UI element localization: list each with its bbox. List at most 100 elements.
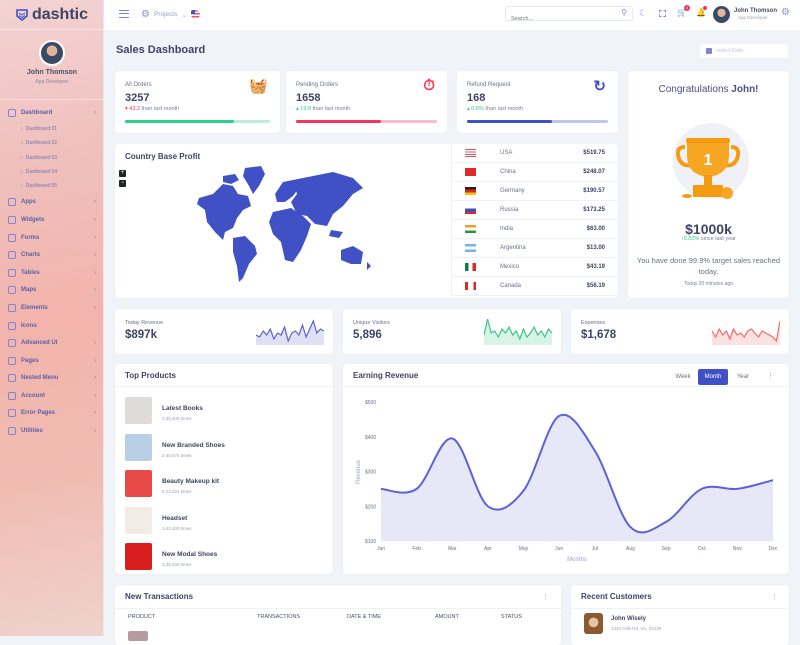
user-profile: John Thomson App Developer [0, 30, 104, 100]
x-tick-label: Jul [592, 546, 598, 552]
y-tick-label: $200 [365, 504, 376, 510]
congrats-message: You have done 99.9% target sales reached… [636, 255, 781, 277]
sidebar-item-icons[interactable]: Icons [0, 317, 104, 335]
country-row[interactable]: Russia$173.25 [452, 201, 618, 220]
settings-gear-icon[interactable]: ⚙ [781, 7, 790, 18]
world-map[interactable] [193, 166, 373, 284]
sidebar-item-widgets[interactable]: Widgets› [0, 211, 104, 229]
sidebar-item-maps[interactable]: Maps› [0, 282, 104, 300]
y-tick-label: $100 [365, 539, 376, 545]
sidebar-item-advanced-ui[interactable]: Advanced UI› [0, 334, 104, 352]
column-header[interactable]: STATUS [501, 614, 522, 620]
flag-canada-icon [465, 282, 476, 290]
fullscreen-icon[interactable] [659, 10, 666, 17]
zoom-out-button[interactable]: − [119, 180, 126, 187]
more-options-icon[interactable]: ⋮ [542, 593, 549, 601]
country-value: $173.25 [583, 207, 605, 213]
stat-progress-bar [296, 120, 437, 123]
column-header[interactable]: DATE & TIME [347, 614, 381, 620]
customer-name[interactable]: John Wisely [611, 616, 646, 622]
avatar[interactable] [39, 40, 65, 66]
sidebar-item-dashboard[interactable]: Dashboard› [0, 104, 104, 122]
calendar-icon [706, 48, 712, 54]
sidebar-subitem[interactable]: Dashboard 02 [0, 136, 104, 150]
product-thumbnail [125, 397, 152, 424]
mini-stat-card: Expenses $1,678 [571, 309, 789, 354]
sidebar-subitem[interactable]: Dashboard 04 [0, 165, 104, 179]
map-australia [341, 246, 363, 264]
x-tick-label: Mar [448, 546, 457, 552]
search-input[interactable] [506, 13, 606, 26]
menu-toggle-icon[interactable] [119, 10, 129, 18]
country-row[interactable]: Argentina$13.00 [452, 239, 618, 258]
country-row[interactable]: India$63.00 [452, 220, 618, 239]
country-row[interactable]: Mexico$43.19 [452, 258, 618, 277]
mini-value: 5,896 [353, 329, 382, 341]
country-row[interactable]: USA$519.75 [452, 144, 618, 163]
flag-china-icon [465, 168, 476, 176]
flag-mexico-icon [465, 263, 476, 271]
header-user-name[interactable]: John Thomson [734, 8, 777, 14]
sidebar-item-pages[interactable]: Pages› [0, 352, 104, 370]
brand-name: dashtic [32, 6, 88, 24]
product-name: New Modal Shoes [162, 551, 217, 558]
sidebar-item-apps[interactable]: Apps› [0, 194, 104, 212]
chevron-down-icon: ⌄ [181, 11, 186, 19]
flag-us-language-icon[interactable] [191, 10, 200, 19]
product-name: Beauty Makeup kit [162, 478, 219, 485]
trophy-illustration: 1 [663, 113, 753, 203]
date-picker[interactable]: select Date [700, 44, 788, 58]
y-tick-label: $500 [365, 400, 376, 406]
sidebar-item-forms[interactable]: Forms› [0, 229, 104, 247]
sidebar-subitem[interactable]: Dashboard 01 [0, 122, 104, 136]
brand-logo[interactable]: dashtic [0, 0, 104, 30]
country-row[interactable]: Canada$56.19 [452, 277, 618, 296]
mini-label: Today Revenue [125, 320, 163, 326]
country-row[interactable]: Germany$190.57 [452, 182, 618, 201]
edit-icon [8, 234, 16, 242]
sidebar-item-utilities[interactable]: Utilities› [0, 422, 104, 440]
flag-germany-icon [465, 187, 476, 195]
sidebar-item-account[interactable]: Account› [0, 387, 104, 405]
date-placeholder: select Date [716, 48, 744, 54]
search-icon[interactable]: ⚲ [621, 8, 627, 17]
zoom-in-button[interactable]: + [119, 170, 126, 177]
map-canada-islands [223, 174, 239, 184]
column-header[interactable]: AMOUNT [435, 614, 459, 620]
x-tick-label: Apr [484, 546, 492, 552]
search-box[interactable]: ⚲ [505, 6, 633, 21]
sidebar-subitem[interactable]: Dashboard 05 [0, 179, 104, 193]
projects-dropdown[interactable]: ⚙Projects⌄ [141, 9, 187, 20]
chevron-right-icon: › [94, 393, 96, 399]
more-options-icon[interactable]: ⋮ [771, 593, 778, 601]
congrats-card: Congratulations John! 1 $1000k ↑0.82% si… [628, 71, 789, 298]
mini-label: Expenses [581, 320, 605, 326]
country-row[interactable]: China$248.07 [452, 163, 618, 182]
column-header[interactable]: TRANSACTIONS [257, 614, 300, 620]
sidebar-item-elements[interactable]: Elements› [0, 299, 104, 317]
sidebar-item-tables[interactable]: Tables› [0, 264, 104, 282]
users-icon [8, 392, 16, 400]
chevron-right-icon: › [94, 305, 96, 311]
sidebar-item-charts[interactable]: Charts› [0, 246, 104, 264]
stat-card: Refund Request 168 ▴ 0.8% than last mont… [457, 71, 618, 133]
sidebar-item-error-pages[interactable]: Error Pages› [0, 405, 104, 423]
chevron-right-icon: › [94, 270, 96, 276]
sidebar-subitem[interactable]: Dashboard 03 [0, 150, 104, 164]
moon-icon[interactable]: ☾ [639, 8, 647, 19]
sidebar: dashtic John Thomson App Developer Dashb… [0, 0, 104, 636]
map-north-america [197, 184, 251, 240]
sidebar-item-nested-menu[interactable]: Nested Menu› [0, 369, 104, 387]
card-title: Country Base Profit [125, 152, 200, 161]
country-name: China [500, 169, 516, 175]
column-header[interactable]: PRODUCT [128, 614, 155, 620]
header-avatar[interactable] [713, 6, 730, 23]
x-tick-label: Oct [698, 546, 706, 552]
